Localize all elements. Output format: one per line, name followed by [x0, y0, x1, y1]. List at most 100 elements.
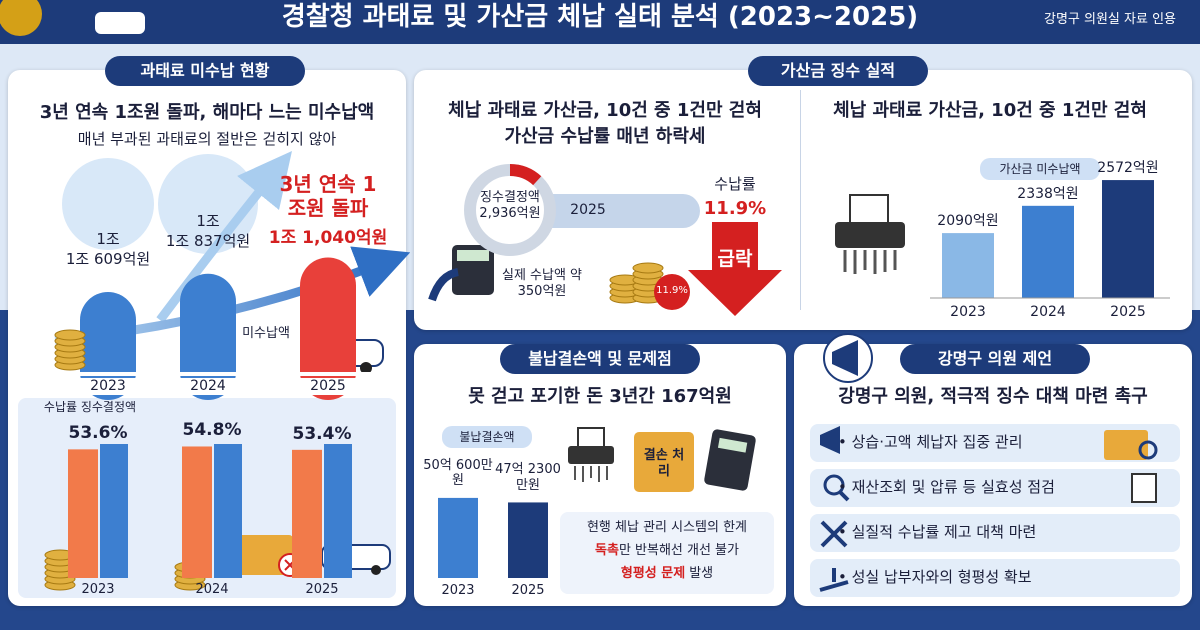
bar — [942, 233, 994, 298]
bar — [1022, 205, 1074, 298]
year-label: 2025 — [305, 582, 339, 597]
progress-track — [530, 194, 700, 228]
document-icon — [1131, 473, 1157, 503]
drop: 급락 — [717, 248, 753, 270]
legend: 불납결손액 — [442, 426, 532, 448]
note: 형평성 문제 발생 — [562, 566, 772, 582]
amount-top: 1조 — [196, 211, 220, 230]
series-label: 미수납액 — [242, 326, 290, 341]
coin — [632, 262, 664, 274]
note-text: 만 반복해선 개선 불가 — [618, 543, 739, 558]
note-text: 발생 — [689, 566, 714, 581]
drop-arrow — [688, 222, 782, 316]
rate-bar — [68, 449, 98, 578]
amount-label: 1조 609억원 — [65, 250, 151, 268]
note-highlight: 형평성 문제 — [620, 566, 686, 581]
rate-bar — [292, 449, 322, 578]
year-label: 2025 — [1110, 304, 1146, 320]
divider — [800, 90, 801, 310]
collected: 실제 수납액 약 350억원 — [501, 268, 583, 299]
amount-pillar — [180, 273, 236, 400]
note-box — [560, 512, 774, 594]
year-label: 2025 — [288, 378, 368, 395]
note: 현행 체납 관리 시스템의 한계 — [562, 520, 772, 536]
shredder-icon — [568, 427, 614, 482]
bar — [508, 502, 548, 578]
chart-title: 체납 과태료 가산금, 10건 중 1건만 걷혀 — [833, 100, 1147, 121]
megaphone-icon — [820, 426, 840, 454]
note-highlight: 독촉 — [595, 543, 619, 558]
year-label: 2023 — [81, 582, 115, 597]
rate-label: 53.4% — [292, 423, 352, 444]
note: 독촉 만 반복해선 개선 불가 — [562, 543, 772, 559]
amount-top: 1조 — [96, 230, 120, 248]
proposal-text: 상습·고액 체납자 집중 관리 — [838, 433, 1098, 451]
year-label: 2023 — [441, 583, 475, 598]
folder-icon — [238, 535, 302, 577]
headline: 강명구 의원, 적극적 징수 대책 마련 촉구 — [838, 386, 1148, 407]
bar — [1102, 180, 1154, 298]
tab: 가산금 징수 실적 — [748, 56, 928, 86]
proposal-text: 성실 납부자와의 형평성 확보 — [838, 568, 1098, 586]
rate-title: 수납률 — [714, 175, 756, 193]
tab: 불납결손액 및 문제점 — [500, 344, 700, 374]
assessed: 징수결정액 2,936억원 — [479, 190, 541, 221]
highlight: 3년 연속 1조원 돌파 — [279, 172, 377, 220]
value-label: 2090억원 — [937, 213, 999, 230]
donut-rate — [464, 164, 556, 256]
proposal-text: 실질적 수납률 제고 대책 마련 — [838, 523, 1098, 541]
calculator-icon — [704, 429, 756, 491]
folder-icon — [634, 432, 694, 492]
coin-label: 11.9% — [656, 285, 688, 296]
calculator-icon — [428, 245, 494, 302]
value-label: 2338억원 — [1017, 185, 1079, 202]
coin — [54, 329, 86, 341]
tab: 강명구 의원 제언 — [900, 344, 1090, 374]
value-label: 50억 600만원 — [423, 457, 493, 489]
folder-search-icon — [1104, 430, 1158, 460]
year-label: 2023 — [68, 378, 148, 395]
tab: 과태료 미수납 현황 — [105, 56, 305, 86]
rate-label: 11.9% — [703, 198, 767, 219]
note-text: 현행 체납 관리 시스템의 한계 — [586, 520, 748, 535]
rate-bar — [182, 446, 212, 578]
year-label: 2025 — [511, 583, 545, 598]
amount-pillar — [300, 257, 356, 400]
headline: 못 걷고 포기한 돈 3년간 167억원 — [468, 386, 732, 407]
amount-label: 1조 1,040억원 — [268, 228, 388, 248]
assessed-bar — [324, 444, 352, 578]
header-band — [0, 0, 1200, 44]
year-label: 2024 — [195, 582, 229, 597]
proposal-text: 재산조회 및 압류 등 실효성 점검 — [838, 478, 1098, 496]
rate-coin — [654, 274, 690, 310]
source: 강명구 의원실 자료 인용 — [1044, 12, 1176, 27]
year: 2025 — [570, 202, 606, 218]
legend: 가산금 미수납액 — [980, 158, 1100, 180]
emblem — [0, 0, 42, 36]
headline: 체납 과태료 가산금, 10건 중 1건만 걷혀 — [448, 100, 762, 121]
title: 경찰청 과태료 및 가산금 체납 실태 분석 (2023~2025) — [281, 2, 919, 32]
year-label: 2024 — [168, 378, 248, 395]
year-label: 2023 — [950, 304, 986, 320]
bubble — [62, 158, 154, 250]
folder-label: 결손 처리 — [643, 448, 685, 479]
assessed-bar — [214, 444, 242, 578]
legend: 수납률 징수결정액 — [43, 400, 137, 414]
rate-label: 53.6% — [68, 423, 128, 444]
shredder-icon — [835, 194, 905, 274]
car-icon — [95, 12, 145, 34]
value-label: 2572억원 — [1097, 160, 1159, 177]
bar — [438, 497, 478, 578]
value-label: 47억 2300만원 — [495, 462, 561, 494]
megaphone-icon — [823, 333, 873, 383]
headline: 3년 연속 1조원 돌파, 해마다 느는 미수납액 — [39, 102, 375, 123]
amount-label: 1조 837억원 — [165, 231, 251, 250]
rate-label: 54.8% — [182, 420, 242, 441]
assessed-bar — [100, 444, 128, 578]
arrow — [156, 151, 292, 323]
pillar-base — [20, 372, 396, 376]
subheadline: 가산금 수납률 매년 하락세 — [504, 126, 706, 147]
subtitle: 매년 부과된 과태료의 절반은 걷히지 않아 — [77, 130, 337, 148]
